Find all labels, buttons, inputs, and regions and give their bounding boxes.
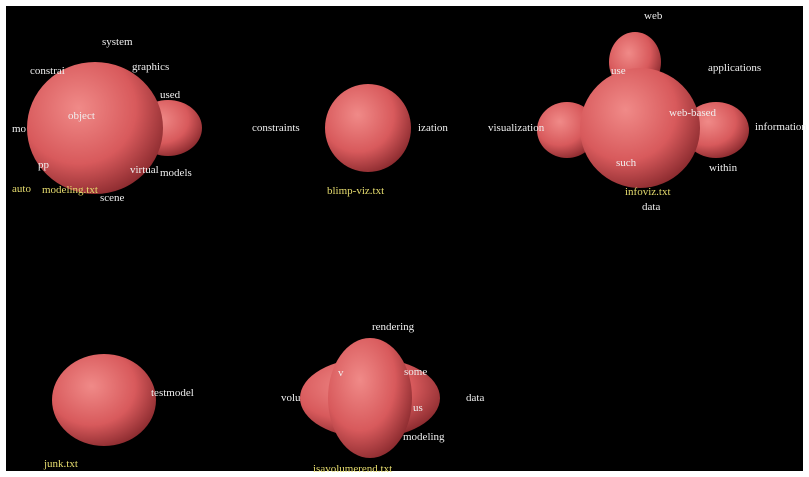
word: auto: [12, 183, 31, 195]
word: object: [68, 110, 95, 122]
word: some: [404, 366, 427, 378]
word: system: [102, 36, 133, 48]
word: mo: [12, 123, 27, 135]
word: data: [466, 392, 484, 404]
word: modeling: [403, 431, 445, 443]
word: web: [644, 10, 663, 22]
file-label: isavolumerend.txt: [313, 463, 392, 475]
blob-volumerend: [300, 338, 440, 458]
file-label: junk.txt: [43, 458, 78, 470]
blob-blimp: [325, 84, 411, 172]
word: web-based: [669, 107, 717, 119]
word: testmodel: [151, 387, 194, 399]
word: volu: [281, 392, 301, 404]
word: constrai: [30, 65, 65, 77]
word: applications: [708, 62, 761, 74]
word: v: [338, 367, 344, 379]
word: scene: [100, 192, 125, 204]
word: such: [616, 157, 637, 169]
file-label: modeling.txt: [42, 184, 98, 196]
word: constraints: [252, 122, 300, 134]
word: pp: [38, 159, 50, 171]
word: data: [642, 201, 660, 213]
word: graphics: [132, 61, 169, 73]
blob-junk: [52, 354, 156, 446]
word: within: [709, 162, 738, 174]
word: ization: [418, 122, 448, 134]
file-label: blimp-viz.txt: [327, 185, 384, 197]
file-label: infoviz.txt: [625, 186, 671, 198]
word: visualization: [488, 122, 545, 134]
word: virtual: [130, 164, 159, 176]
word: us: [413, 402, 423, 414]
word: models: [160, 167, 192, 179]
word: used: [160, 89, 181, 101]
word: rendering: [372, 321, 415, 333]
word: use: [611, 65, 626, 77]
word: information: [755, 121, 807, 133]
blob-infoviz: [537, 32, 749, 188]
blob-modeling: [27, 62, 202, 194]
